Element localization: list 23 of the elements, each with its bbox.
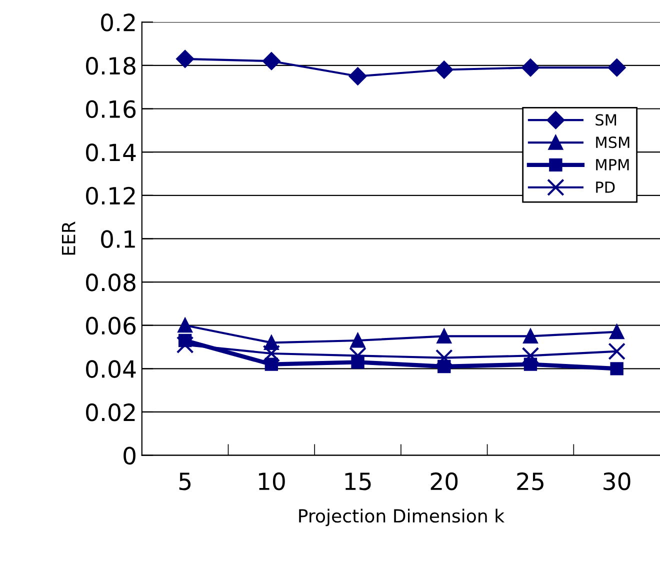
y-tick-label: 0.14 bbox=[86, 144, 136, 162]
y-tick-label: 0.16 bbox=[86, 100, 136, 118]
y-tick-label: 0.1 bbox=[101, 230, 135, 248]
legend-label: PD bbox=[596, 182, 615, 193]
y-axis-title: EER bbox=[62, 222, 76, 255]
y-tick-label: 0.18 bbox=[86, 56, 136, 75]
x-tick-label: 25 bbox=[517, 472, 544, 490]
y-tick-label: 0.02 bbox=[86, 403, 135, 422]
legend-label: MPM bbox=[596, 159, 629, 170]
x-axis-title: Projection Dimension k bbox=[299, 508, 504, 526]
legend-label: SM bbox=[596, 114, 616, 126]
x-tick-label: 5 bbox=[179, 472, 191, 490]
x-tick-label: 20 bbox=[430, 472, 458, 490]
y-tick-label: 0.04 bbox=[86, 360, 136, 378]
y-tick-label: 0.2 bbox=[101, 14, 135, 32]
legend-label: MSM bbox=[596, 136, 630, 148]
y-tick-label: 0 bbox=[124, 446, 136, 465]
y-tick-label: 0.08 bbox=[86, 273, 136, 292]
y-tick-label: 0.12 bbox=[86, 186, 135, 205]
y-tick-label: 0.06 bbox=[86, 316, 136, 335]
x-tick-label: 10 bbox=[258, 472, 285, 490]
x-tick-label: 15 bbox=[345, 472, 371, 490]
x-tick-label: 30 bbox=[604, 472, 630, 490]
